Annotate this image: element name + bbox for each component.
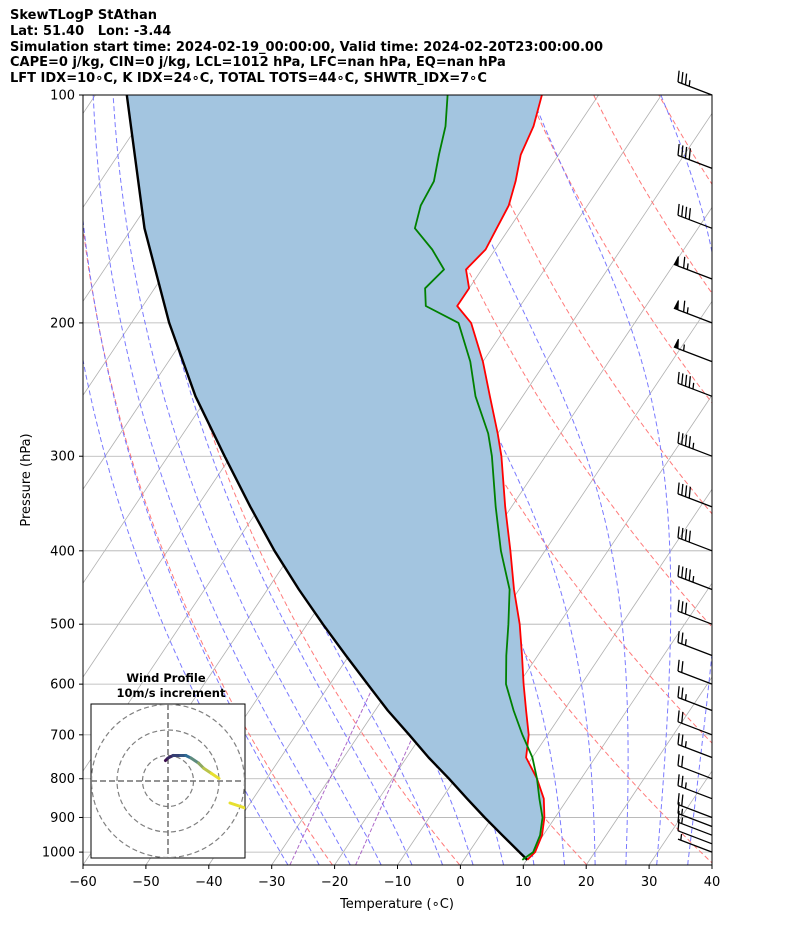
hodograph-subtitle: 10m/s increment <box>117 686 226 700</box>
profile-layer <box>125 95 546 861</box>
moist-adiabat <box>92 95 351 865</box>
moist-adiabat <box>660 95 712 865</box>
chart-title: SkewTLogP StAthan <box>10 8 158 23</box>
wind-barb <box>677 659 713 685</box>
wind-barb <box>677 686 713 712</box>
dewpoint-line <box>414 95 544 861</box>
wind-barbs <box>673 70 713 853</box>
wind-barb <box>677 482 713 508</box>
x-tick-label: −40 <box>195 875 222 890</box>
wind-barb <box>677 203 713 229</box>
y-axis: 100 200 300 400 500 600 700 800 900 1000 <box>42 89 83 861</box>
moist-adiabat <box>83 357 289 865</box>
y-tick-label: 600 <box>50 678 75 693</box>
y-axis-label: Pressure (hPa) <box>19 433 34 526</box>
isotherm-line <box>522 582 712 865</box>
x-axis-label: Temperature (∘C) <box>339 897 454 912</box>
y-tick-label: 300 <box>50 450 75 465</box>
wind-barb <box>673 256 713 280</box>
y-tick-label: 1000 <box>42 846 75 861</box>
x-tick-label: −60 <box>69 875 96 890</box>
wind-barb <box>677 70 713 96</box>
location-line: Lat: 51.40 Lon: -3.44 <box>10 23 172 39</box>
moist-adiabat <box>158 95 444 865</box>
x-tick-label: 20 <box>578 875 595 890</box>
dry-adiabat <box>83 223 333 865</box>
hodograph-title: Wind Profile <box>126 671 206 685</box>
dry-adiabat <box>789 95 794 865</box>
wind-barb <box>677 810 713 836</box>
wind-barb <box>677 431 713 457</box>
moist-adiabat <box>83 216 320 865</box>
wind-barb <box>677 733 713 759</box>
x-tick-label: −50 <box>132 875 159 890</box>
y-tick-label: 900 <box>50 811 75 826</box>
parcel-line <box>125 95 529 861</box>
isotherm-line <box>83 95 96 115</box>
isotherm-line <box>83 95 222 303</box>
hodograph-trace <box>228 801 245 810</box>
x-tick-label: 10 <box>515 875 532 890</box>
isotherm-line <box>648 770 712 865</box>
indices-line-2: LFT IDX=10∘C, K IDX=24∘C, TOTAL TOTS=44∘… <box>10 71 487 87</box>
mixing-ratio-line <box>355 655 450 865</box>
moist-adiabat <box>432 95 629 865</box>
hodograph-trace <box>209 771 221 780</box>
wind-barb <box>677 631 713 657</box>
indices-line-1: CAPE=0 j/kg, CIN=0 j/kg, LCL=1012 hPa, L… <box>10 55 506 71</box>
moist-adiabat <box>112 95 382 865</box>
y-tick-label: 500 <box>50 618 75 633</box>
dry-adiabat <box>462 95 712 515</box>
wind-barb <box>677 526 713 552</box>
chart-header: SkewTLogP StAthan Lat: 51.40 Lon: -3.44 … <box>10 8 603 87</box>
isotherm-line <box>585 676 712 865</box>
hodograph-trace <box>189 756 201 765</box>
x-tick-label: 40 <box>704 875 721 890</box>
x-tick-label: −30 <box>258 875 285 890</box>
y-tick-label: 100 <box>50 89 75 104</box>
time-line: Simulation start time: 2024-02-19_00:00:… <box>10 39 603 55</box>
parcel-temp-shading <box>126 95 545 860</box>
hodograph-inset: Wind Profile 10m/s increment <box>90 671 246 859</box>
wind-barb <box>677 710 713 736</box>
x-axis: −60 −50 −40 −30 −20 −10 0 10 20 30 40 <box>69 865 720 890</box>
x-tick-label: 30 <box>641 875 658 890</box>
dry-adiabat <box>528 95 712 404</box>
hodograph-trace <box>202 766 213 775</box>
isotherm-line <box>271 206 712 865</box>
x-tick-label: 0 <box>456 875 464 890</box>
x-tick-label: −10 <box>384 875 411 890</box>
wind-barb <box>677 774 713 800</box>
wind-barb <box>677 833 713 853</box>
y-tick-label: 200 <box>50 316 75 331</box>
wind-barb <box>673 300 713 324</box>
dry-adiabat <box>724 95 794 865</box>
wind-barb <box>677 599 713 625</box>
wind-barb <box>677 802 713 828</box>
wind-barb <box>673 338 713 363</box>
wind-barb <box>677 565 713 591</box>
isotherm-line <box>711 864 712 865</box>
mixing-ratio-line <box>289 655 389 865</box>
wind-barb <box>677 793 713 819</box>
y-tick-label: 800 <box>50 772 75 787</box>
dry-adiabat <box>593 95 712 295</box>
moist-adiabat <box>134 95 413 865</box>
isotherm-line <box>460 488 712 865</box>
x-tick-label: −20 <box>321 875 348 890</box>
y-tick-label: 400 <box>50 544 75 559</box>
y-tick-label: 700 <box>50 728 75 743</box>
wind-barb <box>677 143 713 170</box>
wind-barb <box>677 754 713 780</box>
isotherm-line <box>775 95 794 865</box>
wind-barb <box>677 371 713 397</box>
wind-barb <box>677 819 713 845</box>
